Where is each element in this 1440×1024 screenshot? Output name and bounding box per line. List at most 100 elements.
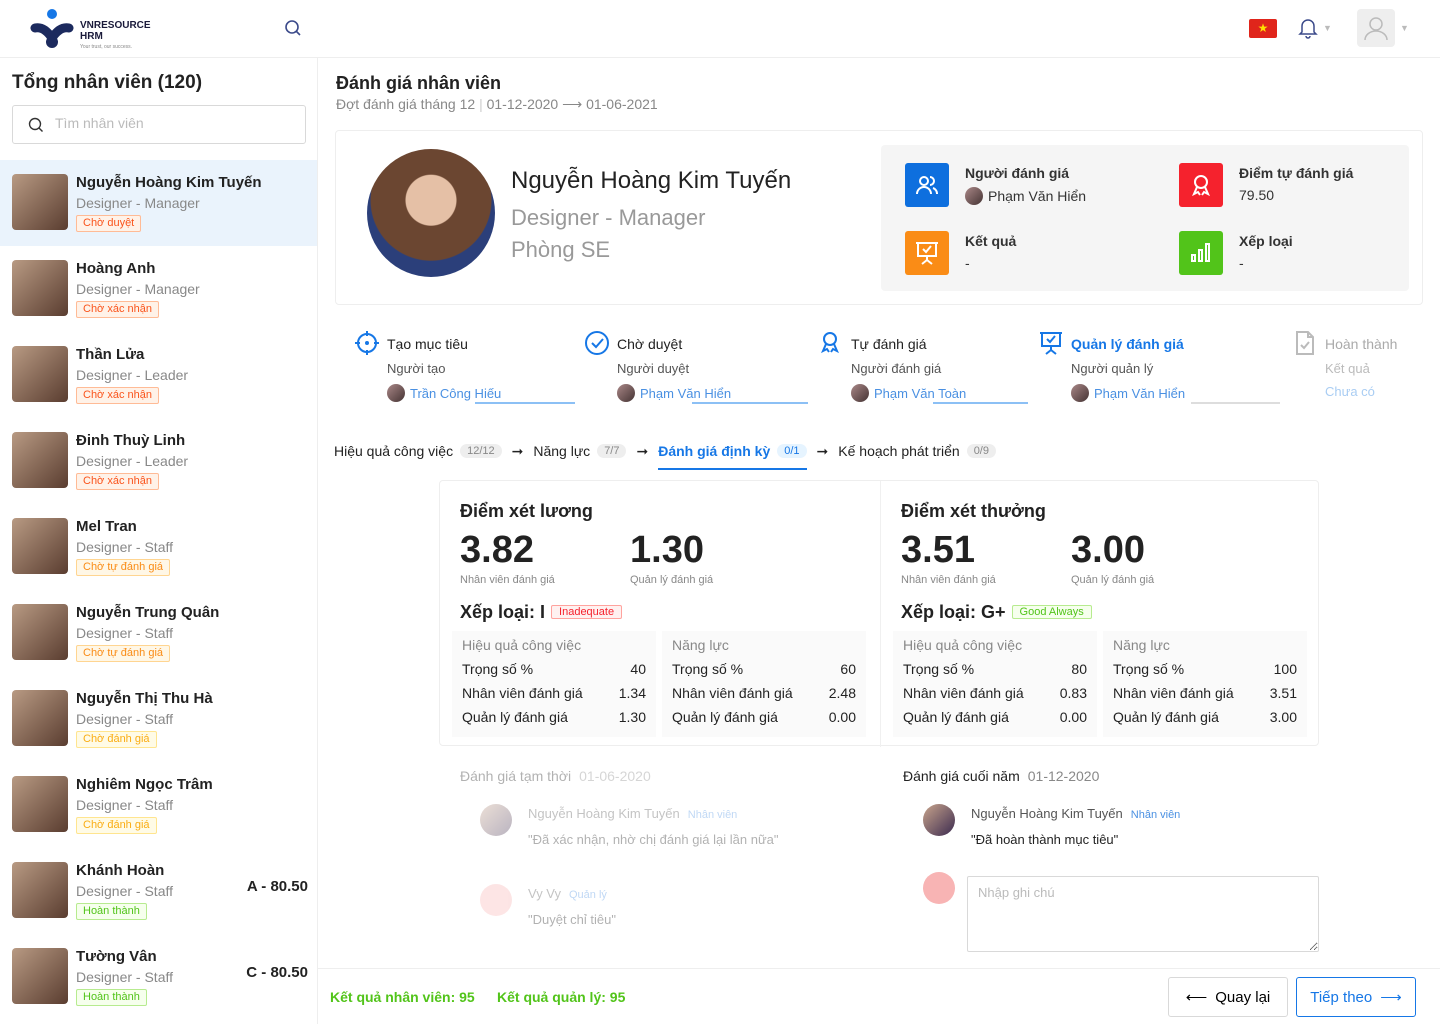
- manager-score: 3.00: [1071, 529, 1145, 571]
- score-row: Trọng số % 60: [672, 661, 856, 677]
- rank: Xếp loại: G+ Good Always: [901, 602, 1092, 623]
- step-connector: [933, 402, 1028, 404]
- avatar: [851, 384, 869, 402]
- score-caption: Nhân viên đánh giá: [460, 574, 555, 586]
- search-icon[interactable]: [284, 19, 302, 37]
- score-row: Nhân viên đánh giá 1.34: [462, 685, 646, 701]
- employee-list-item[interactable]: Khánh Hoàn Designer - Staff Hoàn thành A …: [0, 848, 317, 934]
- note-textarea[interactable]: [967, 876, 1319, 952]
- step-role: Người duyệt: [617, 361, 690, 376]
- score-row: Trọng số % 40: [462, 661, 646, 677]
- score-row: Trọng số % 80: [903, 661, 1087, 677]
- score-row: Nhân viên đánh giá 0.83: [903, 685, 1087, 701]
- score-row: Nhân viên đánh giá 3.51: [1113, 685, 1297, 701]
- chevron-down-icon[interactable]: ▼: [1323, 23, 1332, 33]
- user-avatar[interactable]: [1357, 9, 1395, 47]
- tab-0[interactable]: Hiệu quả công việc 12/12: [334, 436, 502, 466]
- employee-list-item[interactable]: Nguyễn Hoàng Kim Tuyến Designer - Manage…: [0, 160, 317, 246]
- score-caption: Quản lý đánh giá: [1071, 574, 1155, 586]
- status-badge: Chờ xác nhận: [76, 473, 159, 490]
- step-connector: [692, 402, 808, 404]
- employee-search-input[interactable]: [55, 115, 295, 131]
- bell-icon[interactable]: [1298, 17, 1318, 39]
- employee-role: Designer - Leader: [76, 453, 189, 469]
- tab-1[interactable]: Năng lực 7/7: [533, 436, 627, 466]
- status-badge: Chờ xác nhận: [76, 387, 159, 404]
- employee-name: Nguyễn Hoàng Kim Tuyến: [76, 174, 262, 191]
- employee-role: Designer - Staff: [76, 711, 174, 727]
- employee-count-title: Tổng nhân viên (120): [12, 72, 203, 93]
- info-value[interactable]: Phạm Văn Hiển: [965, 187, 1086, 205]
- comment-author: Nguyễn Hoàng Kim Tuyến Nhân viên: [528, 806, 738, 821]
- step-person: Chưa có: [1325, 384, 1375, 399]
- profile-role: Designer - Manager: [511, 205, 706, 230]
- employee-name: Hoàng Anh: [76, 260, 156, 277]
- employee-search[interactable]: [12, 105, 306, 144]
- comment-text: "Đã hoàn thành mục tiêu": [971, 832, 1119, 847]
- score-title: Điểm xét thưởng: [901, 501, 1046, 521]
- step-title: Tự đánh giá: [851, 336, 927, 352]
- tab-2[interactable]: Đánh giá định kỳ 0/1: [658, 436, 807, 470]
- score-table: Hiệu quả công việc Trọng số % 40 Nhân viên …: [452, 631, 656, 737]
- score-title: Điểm xét lương: [460, 501, 593, 521]
- step-person[interactable]: Trần Công Hiếu: [387, 384, 501, 402]
- manager-score: 1.30: [630, 529, 704, 571]
- employee-list-item[interactable]: Tường Vân Designer - Staff Hoàn thành C -…: [0, 934, 317, 1020]
- status-badge: Chờ đánh giá: [76, 731, 157, 748]
- tab-3[interactable]: Kế hoạch phát triển 0/9: [838, 436, 996, 466]
- brand-name: VNRESOURCE HRM Your trust, our success.: [80, 20, 151, 50]
- status-badge: Chờ xác nhận: [76, 301, 159, 318]
- employee-name: Đinh Thuỳ Linh: [76, 432, 186, 449]
- employee-avatar: [12, 346, 68, 402]
- info-label: Người đánh giá: [965, 165, 1070, 181]
- presentation-icon: [905, 231, 949, 275]
- evaluation-tabs: Hiệu quả công việc 12/12 ➞ Năng lực 7/7 ➞ Đánh…: [334, 436, 996, 470]
- next-button[interactable]: Tiếp theo ⟶: [1296, 977, 1416, 1017]
- arrow-right-icon: ⟶: [1380, 989, 1402, 1006]
- tab-count: 7/7: [597, 444, 627, 458]
- employee-role: Designer - Manager: [76, 281, 200, 297]
- step-person[interactable]: Phạm Văn Hiển: [617, 384, 731, 402]
- arrow-right-icon: ➞: [816, 442, 829, 459]
- employee-role: Designer - Staff: [76, 539, 174, 555]
- employee-role: Designer - Staff: [76, 797, 174, 813]
- arrow-right-icon: ➞: [636, 442, 649, 459]
- employee-score: 3.82: [460, 529, 534, 571]
- employee-list-item[interactable]: Hoàng Anh Designer - Manager Chờ xác nhậ…: [0, 246, 317, 332]
- score-row: Trọng số % 100: [1113, 661, 1297, 677]
- employee-avatar: [12, 174, 68, 230]
- step-title: Tạo mục tiêu: [387, 336, 468, 352]
- employee-list-item[interactable]: Mel Tran Designer - Staff Chờ tự đánh gi…: [0, 504, 317, 590]
- score-table: Năng lực Trọng số % 60 Nhân viên đánh giá 2.…: [662, 631, 866, 737]
- avatar: [1071, 384, 1089, 402]
- info-value: 79.50: [1239, 187, 1275, 203]
- employee-role: Designer - Leader: [76, 367, 189, 383]
- employee-score: 3.51: [901, 529, 975, 571]
- employee-name: Khánh Hoàn: [76, 862, 165, 879]
- employee-name: Nghiêm Ngọc Trâm: [76, 776, 213, 793]
- employee-profile-card: Nguyễn Hoàng Kim Tuyến Designer - Manage…: [335, 130, 1423, 305]
- step-title: Chờ duyệt: [617, 336, 683, 352]
- back-button[interactable]: ⟵ Quay lại: [1168, 977, 1288, 1017]
- info-value: -: [1239, 255, 1244, 271]
- step-person[interactable]: Phạm Văn Hiển: [1071, 384, 1185, 402]
- vietnam-flag-icon[interactable]: ★: [1249, 19, 1277, 38]
- comment-text: "Đã xác nhận, nhờ chị đánh giá lại lần n…: [528, 832, 779, 847]
- status-badge: Chờ tự đánh giá: [76, 645, 171, 662]
- bar-chart-icon: [1179, 231, 1223, 275]
- avatar: [965, 187, 983, 205]
- employee-list-item[interactable]: Thần Lửa Designer - Leader Chờ xác nhận: [0, 332, 317, 418]
- rank-tag: Inadequate: [551, 605, 623, 619]
- employee-avatar: [12, 862, 68, 918]
- step-connector: [475, 402, 575, 404]
- employee-avatar: [12, 948, 68, 1004]
- step-person[interactable]: Phạm Văn Toàn: [851, 384, 966, 402]
- employee-score: A - 80.50: [246, 878, 308, 895]
- avatar: [480, 804, 512, 836]
- employee-list-item[interactable]: Đinh Thuỳ Linh Designer - Leader Chờ xác…: [0, 418, 317, 504]
- employee-list-item[interactable]: Nguyễn Thị Thu Hà Designer - Staff Chờ đ…: [0, 676, 317, 762]
- award-icon: [1179, 163, 1223, 207]
- employee-list-item[interactable]: Nghiêm Ngọc Trâm Designer - Staff Chờ đá…: [0, 762, 317, 848]
- chevron-down-icon[interactable]: ▼: [1400, 23, 1409, 33]
- employee-list-item[interactable]: Nguyễn Trung Quân Designer - Staff Chờ t…: [0, 590, 317, 676]
